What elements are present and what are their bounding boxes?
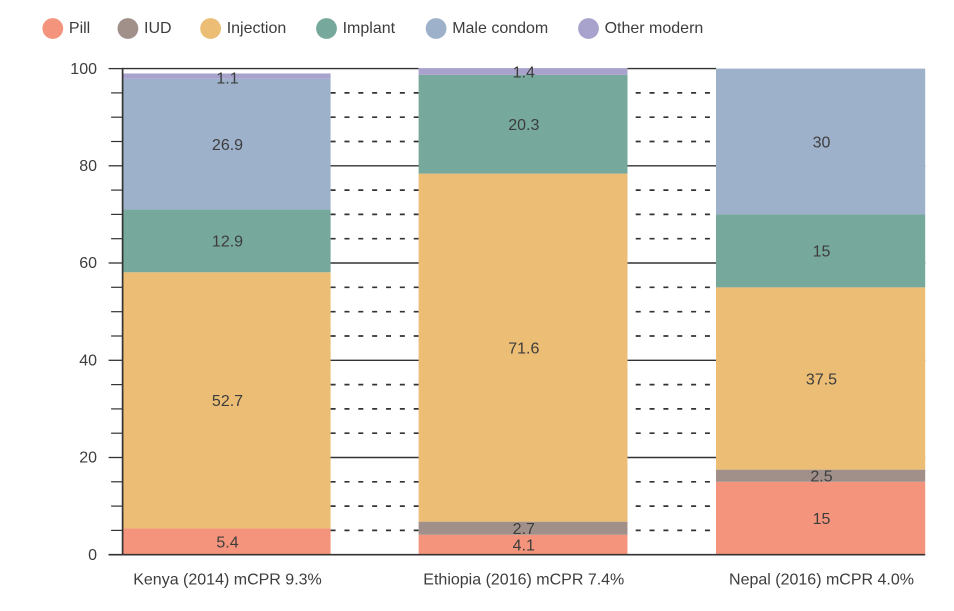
svg-text:Pill: Pill (69, 20, 90, 37)
svg-text:Male condom: Male condom (452, 20, 548, 37)
svg-text:71.6: 71.6 (508, 340, 539, 357)
svg-text:37.5: 37.5 (806, 371, 837, 388)
svg-text:40: 40 (79, 353, 97, 370)
svg-text:30: 30 (813, 134, 831, 151)
svg-text:52.7: 52.7 (212, 393, 243, 410)
svg-text:2.7: 2.7 (513, 521, 535, 538)
svg-text:0: 0 (88, 547, 97, 564)
svg-text:Injection: Injection (227, 20, 287, 37)
svg-text:15: 15 (813, 244, 831, 261)
svg-text:IUD: IUD (144, 20, 172, 37)
svg-text:20.3: 20.3 (508, 117, 539, 134)
svg-text:12.9: 12.9 (212, 234, 243, 251)
svg-text:100: 100 (70, 61, 97, 78)
svg-text:26.9: 26.9 (212, 137, 243, 154)
svg-text:Other modern: Other modern (605, 20, 704, 37)
svg-text:1.1: 1.1 (216, 71, 238, 88)
svg-text:20: 20 (79, 450, 97, 467)
svg-text:80: 80 (79, 158, 97, 175)
svg-text:5.4: 5.4 (216, 534, 238, 551)
svg-text:1.4: 1.4 (513, 64, 535, 81)
svg-text:Implant: Implant (343, 20, 396, 37)
svg-text:2.5: 2.5 (810, 469, 832, 486)
svg-text:Kenya (2014) mCPR 9.3%: Kenya (2014) mCPR 9.3% (133, 572, 322, 589)
svg-text:Nepal (2016) mCPR 4.0%: Nepal (2016) mCPR 4.0% (729, 572, 914, 589)
svg-text:60: 60 (79, 255, 97, 272)
svg-text:Ethiopia (2016) mCPR 7.4%: Ethiopia (2016) mCPR 7.4% (423, 572, 624, 589)
svg-text:15: 15 (813, 511, 831, 528)
svg-text:4.1: 4.1 (513, 538, 535, 555)
